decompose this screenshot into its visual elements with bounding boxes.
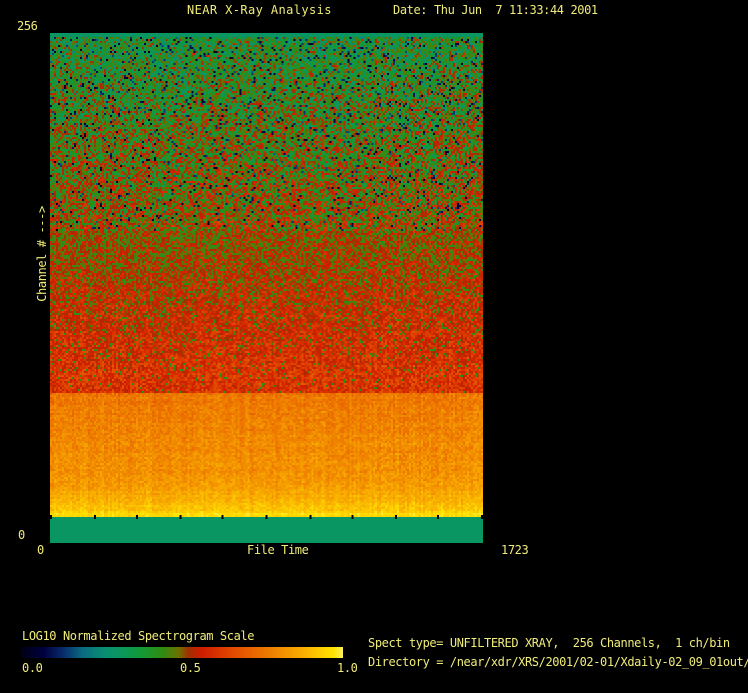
colorbar-tick-min: 0.0 — [22, 661, 43, 675]
x-axis-max-label: 1723 — [501, 543, 529, 557]
directory-info: Directory = /near/xdr/XRS/2001/02-01/Xda… — [368, 655, 748, 669]
colorbar-title: LOG10 Normalized Spectrogram Scale — [22, 629, 255, 643]
y-axis-max-label: 256 — [17, 19, 38, 33]
page-title: NEAR X-Ray Analysis — [187, 3, 332, 17]
spectrogram-heatmap — [50, 33, 483, 543]
x-axis-min-label: 0 — [37, 543, 44, 557]
colorbar-tick-mid: 0.5 — [180, 661, 201, 675]
spect-type-info: Spect type= UNFILTERED XRAY, 256 Channel… — [368, 636, 730, 650]
colorbar-gradient — [21, 647, 343, 658]
date-label: Date: Thu Jun 7 11:33:44 2001 — [393, 3, 598, 17]
colorbar-tick-max: 1.0 — [337, 661, 358, 675]
x-axis-title: File Time — [247, 543, 309, 557]
y-axis-title: Channel # ---> — [35, 206, 49, 302]
y-axis-min-label: 0 — [18, 528, 25, 542]
